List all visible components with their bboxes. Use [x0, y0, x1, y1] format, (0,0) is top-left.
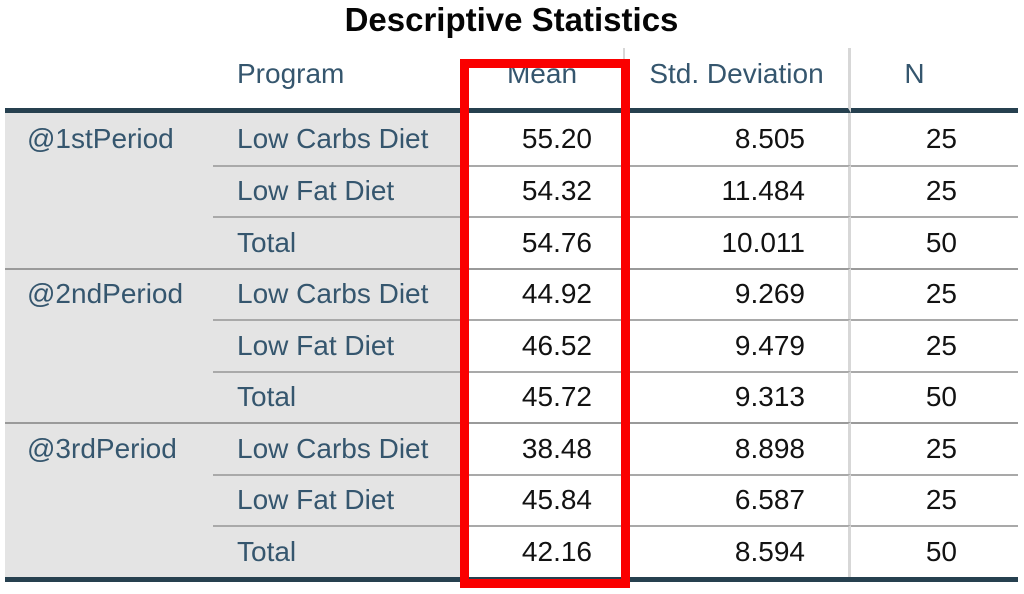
std-cell: 8.505	[625, 113, 851, 165]
column-header-program: Program	[213, 48, 461, 113]
n-cell: 50	[851, 370, 1018, 422]
period-cell: @3rdPeriod	[5, 422, 213, 474]
std-cell: 10.011	[625, 216, 851, 268]
column-header-mean: Mean	[461, 48, 625, 113]
program-cell: Low Carbs Diet	[213, 267, 461, 319]
program-cell: Low Carbs Diet	[213, 422, 461, 474]
program-cell: Low Fat Diet	[213, 164, 461, 216]
program-cell: Total	[213, 525, 461, 577]
mean-cell: 45.84	[461, 473, 625, 525]
mean-cell: 55.20	[461, 113, 625, 165]
program-cell: Low Carbs Diet	[213, 113, 461, 165]
period-cell-empty	[5, 525, 213, 577]
std-cell: 9.313	[625, 370, 851, 422]
descriptive-statistics-table: Program Mean Std. Deviation N @1stPeriod…	[5, 48, 1018, 582]
mean-cell: 42.16	[461, 525, 625, 577]
mean-cell: 38.48	[461, 422, 625, 474]
program-cell: Total	[213, 370, 461, 422]
n-cell: 50	[851, 216, 1018, 268]
mean-cell: 44.92	[461, 267, 625, 319]
program-cell: Total	[213, 216, 461, 268]
program-cell: Low Fat Diet	[213, 319, 461, 371]
n-cell: 25	[851, 422, 1018, 474]
period-cell: @1stPeriod	[5, 113, 213, 165]
mean-cell: 45.72	[461, 370, 625, 422]
period-cell-empty	[5, 319, 213, 371]
n-cell: 25	[851, 164, 1018, 216]
n-cell: 25	[851, 113, 1018, 165]
period-cell-empty	[5, 473, 213, 525]
mean-cell: 54.76	[461, 216, 625, 268]
mean-cell: 46.52	[461, 319, 625, 371]
std-cell: 6.587	[625, 473, 851, 525]
std-cell: 9.479	[625, 319, 851, 371]
period-cell: @2ndPeriod	[5, 267, 213, 319]
n-cell: 25	[851, 267, 1018, 319]
period-cell-empty	[5, 216, 213, 268]
n-cell: 25	[851, 319, 1018, 371]
n-cell: 50	[851, 525, 1018, 577]
column-header-std-deviation: Std. Deviation	[625, 48, 851, 113]
mean-cell: 54.32	[461, 164, 625, 216]
period-cell-empty	[5, 370, 213, 422]
period-cell-empty	[5, 164, 213, 216]
std-cell: 11.484	[625, 164, 851, 216]
std-cell: 8.594	[625, 525, 851, 577]
program-cell: Low Fat Diet	[213, 473, 461, 525]
std-cell: 9.269	[625, 267, 851, 319]
column-header-n: N	[851, 48, 1018, 113]
n-cell: 25	[851, 473, 1018, 525]
column-header-blank	[5, 48, 213, 113]
std-cell: 8.898	[625, 422, 851, 474]
table-title: Descriptive Statistics	[344, 1, 679, 38]
